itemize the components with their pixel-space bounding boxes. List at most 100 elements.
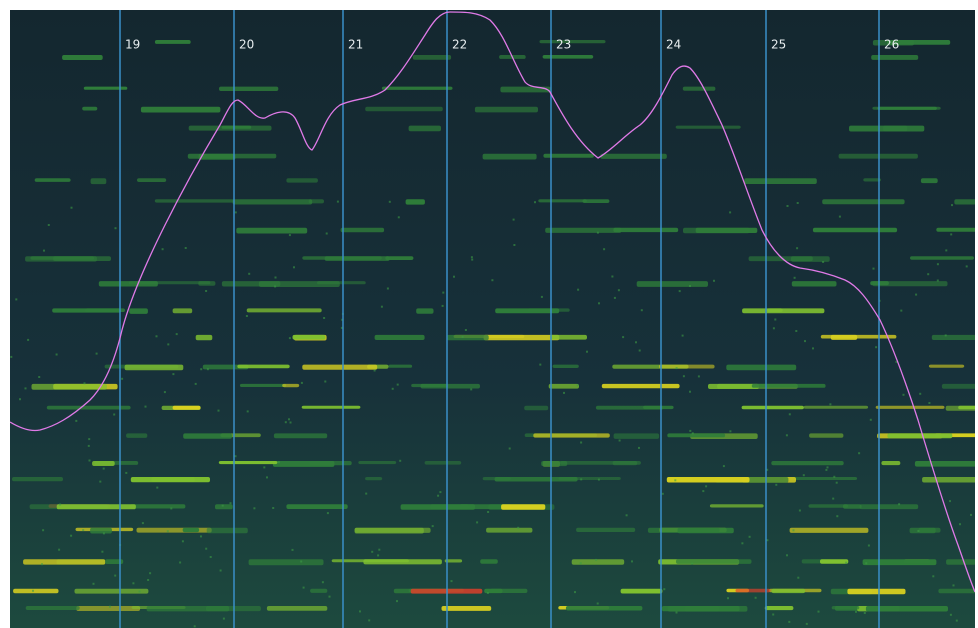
energy-streak	[764, 606, 794, 611]
energy-speckle	[245, 315, 248, 317]
energy-streak	[308, 199, 324, 204]
energy-speckle	[845, 561, 848, 564]
energy-speckle	[431, 525, 434, 528]
energy-speckle	[200, 368, 203, 371]
energy-streak	[936, 227, 975, 232]
energy-speckle	[613, 296, 616, 299]
energy-speckle	[774, 318, 777, 321]
energy-speckle	[898, 503, 901, 506]
energy-speckle	[288, 418, 290, 421]
energy-streak	[751, 383, 826, 388]
energy-streak	[782, 477, 858, 480]
energy-streak	[910, 256, 974, 260]
energy-streak	[524, 405, 549, 411]
energy-streak	[539, 40, 606, 44]
energy-speckle	[138, 590, 141, 593]
energy-streak	[154, 40, 191, 44]
energy-speckle	[453, 275, 455, 278]
energy-speckle	[596, 602, 599, 605]
energy-streak	[771, 588, 806, 594]
energy-streak	[381, 86, 453, 90]
energy-speckle	[617, 289, 620, 292]
energy-speckle	[102, 532, 105, 535]
energy-speckle	[796, 247, 799, 250]
energy-streak	[954, 199, 975, 205]
energy-speckle	[833, 475, 836, 478]
energy-speckle	[678, 290, 681, 293]
energy-speckle	[359, 610, 361, 613]
energy-streak	[872, 40, 914, 46]
energy-speckle	[932, 575, 935, 578]
energy-streak	[742, 308, 825, 314]
energy-speckle	[248, 272, 251, 275]
energy-speckle	[663, 588, 666, 591]
energy-speckle	[804, 340, 806, 343]
energy-speckle	[766, 539, 769, 542]
energy-streak	[90, 178, 107, 185]
energy-streak	[920, 178, 938, 184]
energy-streak	[709, 504, 764, 508]
energy-streak	[340, 227, 385, 233]
energy-speckle	[365, 492, 368, 495]
energy-speckle	[952, 584, 955, 587]
energy-streak	[480, 559, 498, 564]
energy-speckle	[722, 465, 725, 468]
energy-speckle	[373, 369, 376, 372]
bar-label: 24	[666, 38, 681, 52]
energy-speckle	[919, 392, 922, 395]
energy-speckle	[109, 605, 111, 608]
energy-streak	[552, 364, 579, 368]
energy-speckle	[102, 467, 105, 470]
energy-speckle	[300, 381, 303, 384]
energy-streak	[430, 504, 470, 510]
energy-speckle	[603, 248, 606, 251]
energy-speckle	[391, 387, 394, 390]
energy-speckle	[184, 247, 187, 249]
energy-speckle	[697, 375, 700, 378]
energy-streak	[831, 606, 860, 610]
energy-streak	[52, 308, 122, 313]
energy-speckle	[170, 507, 173, 510]
energy-speckle	[951, 204, 953, 207]
energy-speckle	[792, 529, 795, 532]
energy-speckle	[586, 350, 588, 353]
energy-streak	[129, 504, 186, 509]
energy-streak	[682, 86, 716, 91]
energy-streak	[560, 461, 641, 465]
energy-streak	[424, 461, 462, 465]
energy-streak	[74, 588, 149, 594]
energy-speckle	[772, 327, 775, 330]
energy-speckle	[858, 452, 861, 455]
energy-speckle	[121, 377, 124, 380]
pitch-curve	[10, 11, 975, 593]
energy-streak	[286, 504, 348, 509]
energy-streak	[92, 461, 115, 466]
energy-speckle	[439, 491, 442, 494]
energy-speckle	[681, 334, 684, 337]
energy-speckle	[179, 561, 182, 564]
energy-speckle	[795, 330, 798, 332]
energy-streak	[183, 433, 232, 439]
energy-speckle	[47, 224, 50, 226]
energy-speckle	[114, 574, 117, 577]
energy-streak	[741, 405, 804, 410]
energy-streak	[317, 281, 366, 285]
energy-speckle	[595, 558, 598, 561]
energy-speckle	[209, 556, 212, 558]
energy-streak	[236, 227, 308, 234]
energy-streak	[98, 281, 158, 287]
energy-speckle	[970, 513, 972, 516]
energy-speckle	[27, 338, 30, 341]
energy-streak	[862, 559, 937, 566]
energy-streak	[444, 559, 463, 563]
energy-speckle	[640, 309, 643, 312]
energy-streak	[137, 178, 167, 182]
energy-streak	[324, 256, 390, 261]
energy-speckle	[865, 562, 868, 565]
energy-speckle	[822, 261, 825, 263]
energy-speckle	[378, 548, 381, 551]
energy-speckle	[15, 298, 18, 301]
energy-streak	[486, 527, 533, 533]
energy-streak	[12, 477, 63, 482]
